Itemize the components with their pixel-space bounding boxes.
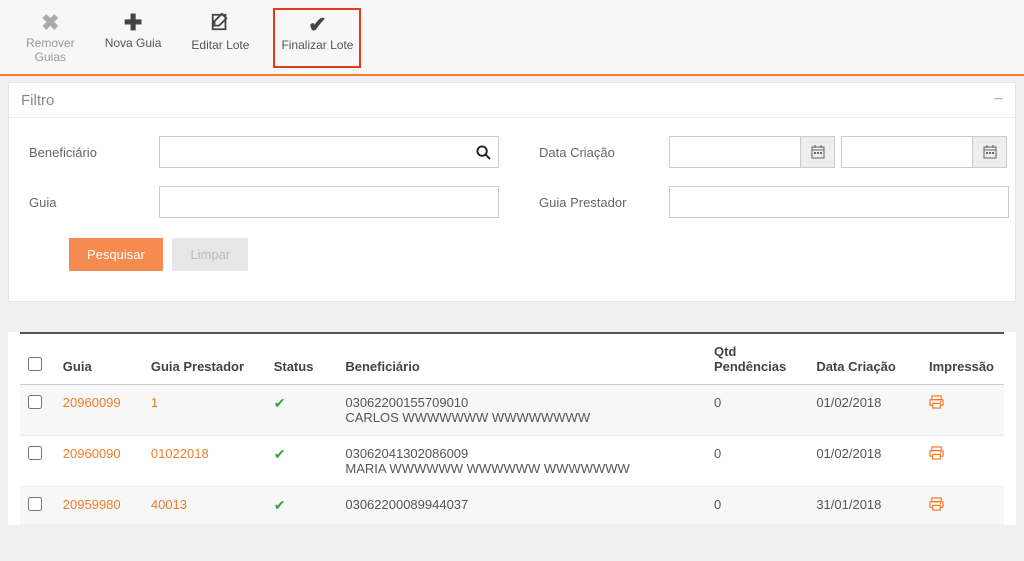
nova-label: Nova Guia — [105, 36, 162, 50]
remover-label: Remover Guias — [26, 36, 75, 64]
beneficiario-cell: 03062041302086009MARIA WWWWWW WWWWWW WWW… — [337, 436, 706, 487]
beneficiario-input[interactable] — [160, 137, 469, 167]
guia-prestador-label: Guia Prestador — [539, 195, 669, 210]
th-beneficiario: Beneficiário — [337, 333, 706, 385]
data-cell: 01/02/2018 — [808, 436, 921, 487]
guia-link[interactable]: 20960090 — [63, 446, 121, 461]
guia-link[interactable]: 20959980 — [63, 497, 121, 512]
beneficiario-field: Beneficiário — [29, 136, 499, 168]
print-icon[interactable] — [929, 499, 944, 514]
guia-prestador-link[interactable]: 01022018 — [151, 446, 209, 461]
th-qtd: QtdPendências — [706, 333, 808, 385]
remover-guias-button[interactable]: ✖ Remover Guias — [20, 8, 81, 68]
qtd-cell: 0 — [706, 487, 808, 525]
finalizar-lote-button[interactable]: ✔ Finalizar Lote — [273, 8, 361, 68]
edit-icon — [191, 12, 249, 36]
calendar-icon[interactable] — [972, 137, 1006, 167]
data-cell: 01/02/2018 — [808, 385, 921, 436]
calendar-icon[interactable] — [800, 137, 834, 167]
editar-label: Editar Lote — [191, 38, 249, 52]
status-ok-icon: ✔ — [274, 446, 286, 462]
filter-title: Filtro — [21, 92, 54, 109]
th-guia-prestador: Guia Prestador — [143, 333, 266, 385]
divider — [0, 74, 1024, 76]
guia-prestador-link[interactable]: 1 — [151, 395, 158, 410]
qtd-cell: 0 — [706, 436, 808, 487]
results-panel: Guia Guia Prestador Status Beneficiário … — [8, 332, 1016, 525]
data-from-input[interactable] — [670, 137, 800, 167]
th-status: Status — [266, 333, 338, 385]
table-header-row: Guia Guia Prestador Status Beneficiário … — [20, 333, 1004, 385]
beneficiario-label: Beneficiário — [29, 145, 159, 160]
guia-field: Guia — [29, 186, 499, 218]
limpar-button[interactable]: Limpar — [172, 238, 248, 271]
filter-panel: Filtro − Beneficiário Data Criação — [8, 82, 1016, 302]
pesquisar-button[interactable]: Pesquisar — [69, 238, 163, 271]
results-table: Guia Guia Prestador Status Beneficiário … — [20, 332, 1004, 525]
print-icon[interactable] — [929, 448, 944, 463]
table-row: 20960090 01022018 ✔ 03062041302086009MARIA … — [20, 436, 1004, 487]
table-row: 20959980 40013 ✔ 03062200089944037031/01/20… — [20, 487, 1004, 525]
search-icon[interactable] — [469, 137, 498, 167]
row-checkbox[interactable] — [28, 446, 42, 460]
filter-body: Beneficiário Data Criação — [9, 118, 1015, 301]
data-to-input[interactable] — [842, 137, 972, 167]
check-icon: ✔ — [281, 14, 353, 36]
guia-input[interactable] — [160, 187, 498, 217]
toolbar: ✖ Remover Guias ✚ Nova Guia Editar Lote … — [0, 0, 1024, 74]
guia-label: Guia — [29, 195, 159, 210]
finalizar-label: Finalizar Lote — [281, 38, 353, 52]
th-data: Data Criação — [808, 333, 921, 385]
collapse-icon[interactable]: − — [994, 91, 1003, 109]
beneficiario-cell: 03062200089944037 — [337, 487, 706, 525]
status-ok-icon: ✔ — [274, 497, 286, 513]
th-impressao: Impressão — [921, 333, 1004, 385]
guia-prestador-link[interactable]: 40013 — [151, 497, 187, 512]
guia-link[interactable]: 20960099 — [63, 395, 121, 410]
data-cell: 31/01/2018 — [808, 487, 921, 525]
qtd-cell: 0 — [706, 385, 808, 436]
beneficiario-cell: 03062200155709010CARLOS WWWWWWW WWWWWWWW — [337, 385, 706, 436]
guia-prestador-input[interactable] — [670, 187, 1008, 217]
editar-lote-button[interactable]: Editar Lote — [185, 8, 255, 68]
data-criacao-field: Data Criação — [539, 136, 1007, 168]
close-icon: ✖ — [26, 12, 75, 34]
status-ok-icon: ✔ — [274, 395, 286, 411]
select-all-checkbox[interactable] — [28, 357, 42, 371]
table-row: 20960099 1 ✔ 03062200155709010CARLOS WWWWWW… — [20, 385, 1004, 436]
th-guia: Guia — [55, 333, 143, 385]
nova-guia-button[interactable]: ✚ Nova Guia — [99, 8, 168, 68]
guia-prestador-field: Guia Prestador — [539, 186, 1009, 218]
filter-header: Filtro − — [9, 83, 1015, 118]
plus-icon: ✚ — [105, 12, 162, 34]
row-checkbox[interactable] — [28, 395, 42, 409]
data-criacao-label: Data Criação — [539, 145, 669, 160]
row-checkbox[interactable] — [28, 497, 42, 511]
print-icon[interactable] — [929, 397, 944, 412]
